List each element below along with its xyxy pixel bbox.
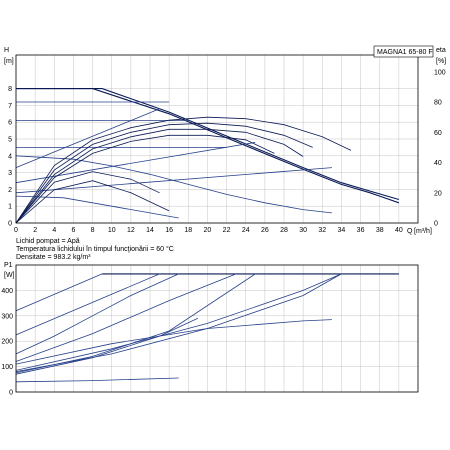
lower-series-power xyxy=(15,273,342,371)
model-label-box xyxy=(373,45,434,58)
q-tick-label: 4 xyxy=(52,227,56,234)
lower-plot-frame xyxy=(15,264,419,393)
q-axis-label: Q xyxy=(407,228,413,235)
upper-series-efficiency xyxy=(15,180,170,224)
upper-series-max-curve-lower xyxy=(16,88,400,204)
q-tick-label: 0 xyxy=(14,227,18,234)
eta-tick-label: 20 xyxy=(434,190,442,197)
lower-series-power xyxy=(15,273,160,336)
fluid-notes: Lichid pompat = Apă Temperatura lichidul… xyxy=(16,238,174,261)
h-tick-label: 7 xyxy=(8,103,12,110)
p1-tick-label: 200 xyxy=(1,339,13,346)
lower-series-power xyxy=(15,273,256,374)
lower-grid xyxy=(15,265,418,393)
note-fluid: Lichid pompat = Apă xyxy=(16,238,80,245)
note-temperature: Temperatura lichidului în timpul funcţio… xyxy=(16,245,174,253)
q-tick-label: 2 xyxy=(33,227,37,234)
q-tick-label: 18 xyxy=(184,227,192,234)
lower-series-power xyxy=(15,273,103,312)
lower-series-power xyxy=(15,273,237,362)
model-label: MAGNA1 65-80 F xyxy=(377,49,433,56)
h-tick-label: 0 xyxy=(8,221,12,228)
upper-series xyxy=(15,88,400,224)
eta-axis-unit: [%] xyxy=(436,58,446,65)
h-axis-unit: [m] xyxy=(4,58,14,65)
h-tick-label: 4 xyxy=(8,153,12,160)
upper-series-efficiency xyxy=(15,171,160,224)
q-tick-label: 8 xyxy=(91,227,95,234)
eta-tick-label: 100 xyxy=(434,69,446,76)
q-tick-label: 34 xyxy=(338,227,346,234)
eta-tick-label: 80 xyxy=(434,100,442,107)
h-tick-label: 2 xyxy=(8,187,12,194)
q-tick-label: 38 xyxy=(376,227,384,234)
eta-tick-label: 0 xyxy=(434,221,438,228)
upper-series-max-curve xyxy=(16,88,400,201)
q-tick-label: 36 xyxy=(357,227,365,234)
upper-series-efficiency xyxy=(15,134,275,224)
upper-chart: 0 2 4 6 8 10 12 14 16 18 20 22 24 26 28 30 32 34 36 38 40012… xyxy=(4,45,446,235)
upper-series-speed-curve xyxy=(15,155,332,214)
q-tick-label: 32 xyxy=(318,227,326,234)
q-tick-label: 20 xyxy=(204,227,212,234)
lower-series-power xyxy=(15,273,342,373)
upper-series-prop-pressure xyxy=(15,108,160,168)
note-density: Densitate = 983.2 kg/m³ xyxy=(16,254,91,261)
lower-series-power xyxy=(15,377,179,383)
upper-plot-frame xyxy=(15,54,419,224)
h-tick-label: 1 xyxy=(8,204,12,211)
q-tick-label: 10 xyxy=(108,227,116,234)
q-tick-label: 22 xyxy=(223,227,231,234)
q-tick-label: 30 xyxy=(299,227,307,234)
q-tick-label: 28 xyxy=(280,227,288,234)
lower-series-power xyxy=(15,273,179,355)
q-tick-label: 40 xyxy=(395,227,403,234)
p1-tick-label: 300 xyxy=(1,313,13,320)
lower-chart: 0 100 200 300 400 P1 [W] xyxy=(1,262,419,397)
h-tick-label: 8 xyxy=(8,86,12,93)
p1-tick-label: 100 xyxy=(1,364,13,371)
upper-series-prop-pressure xyxy=(15,167,332,194)
lower-tick-labels: 0 100 200 300 400 xyxy=(1,288,13,397)
q-tick-label: 12 xyxy=(127,227,135,234)
h-tick-label: 3 xyxy=(8,170,12,177)
upper-tick-labels: 0 2 4 6 8 10 12 14 16 18 20 22 24 26 28 30 32 34 36 38 40012… xyxy=(8,69,446,234)
lower-series-power xyxy=(15,317,199,375)
h-axis-label: H xyxy=(4,47,9,54)
p1-tick-label: 0 xyxy=(9,390,13,397)
h-tick-label: 5 xyxy=(8,137,12,144)
upper-series-efficiency xyxy=(15,122,313,224)
eta-tick-label: 60 xyxy=(434,130,442,137)
q-tick-label: 6 xyxy=(71,227,75,234)
upper-grid xyxy=(15,55,418,224)
p1-tick-label: 400 xyxy=(1,288,13,295)
h-tick-label: 6 xyxy=(8,120,12,127)
q-tick-label: 26 xyxy=(261,227,269,234)
q-axis-unit: [m³/h] xyxy=(414,228,432,235)
upper-series-efficiency xyxy=(15,116,352,224)
upper-series-prop-pressure xyxy=(15,142,256,184)
upper-series-efficiency xyxy=(15,128,304,224)
p1-axis-unit: [W] xyxy=(4,272,15,279)
eta-tick-label: 40 xyxy=(434,160,442,167)
q-tick-label: 16 xyxy=(165,227,173,234)
p1-axis-label: P1 xyxy=(4,262,13,269)
lower-series-power xyxy=(15,319,332,365)
upper-series-speed-curve xyxy=(15,195,179,219)
q-tick-label: 24 xyxy=(242,227,250,234)
eta-axis-label: eta xyxy=(436,47,446,54)
lower-series xyxy=(15,273,399,383)
q-tick-label: 14 xyxy=(146,227,154,234)
